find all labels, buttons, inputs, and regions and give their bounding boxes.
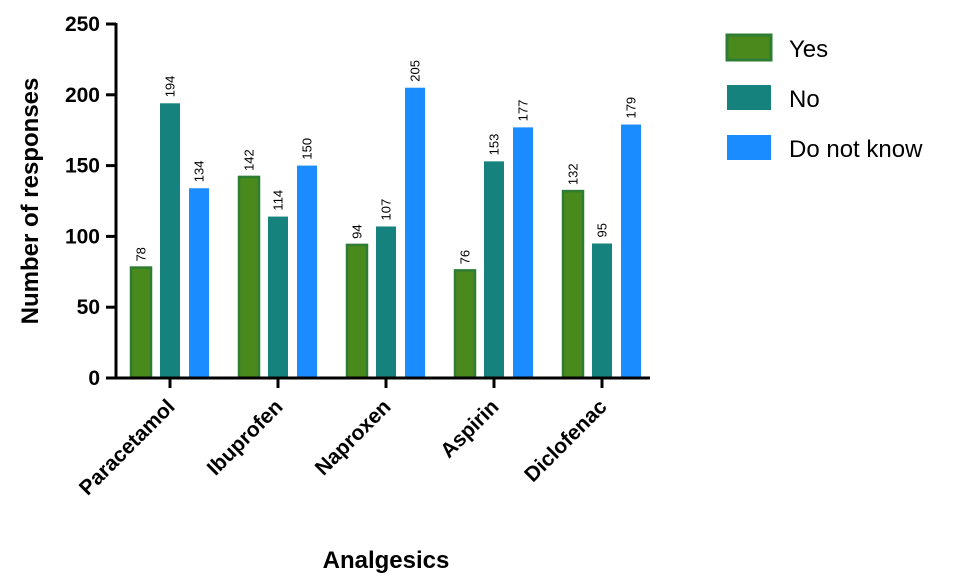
bar-do-not-know [513,127,533,378]
y-tick-label: 0 [88,367,100,390]
data-labels-group: 78 142 94 76 132 194 114 107 153 95 134 150 205 177 17… [134,60,639,264]
x-tick-label: Naproxen [311,395,396,480]
bar-no [484,161,504,378]
data-label: 142 [242,149,257,171]
legend-label: Do not know [789,136,923,163]
data-label: 194 [163,76,178,98]
bar-no [268,216,288,378]
bar-yes [561,189,585,380]
x-tick-label: Diclofenac [520,395,612,487]
bar-no [592,243,612,378]
data-label: 95 [595,223,610,237]
bar-yes [453,269,477,380]
data-label: 179 [624,97,639,119]
x-ticks-group: Paracetamol Ibuprofen Naproxen Aspirin Diclo… [75,378,612,500]
data-label: 114 [271,190,286,211]
y-ticks-group: 0 50 100 150 200 250 [65,13,116,390]
legend-swatch [725,33,773,62]
axes-group [114,23,650,380]
bar-yes [129,266,153,380]
data-label: 177 [516,100,531,122]
bar-do-not-know [297,165,317,378]
bar-do-not-know [621,124,641,378]
data-label: 78 [134,247,149,261]
data-label: 134 [192,161,207,183]
x-tick-label: Paracetamol [75,395,180,500]
y-tick-label: 250 [65,13,100,36]
y-tick-label: 100 [65,225,100,248]
bar-do-not-know [405,87,425,378]
legend-swatch [727,85,771,110]
data-label: 107 [379,199,394,221]
bar-no [160,103,180,379]
bar-yes [345,243,369,380]
y-tick-label: 200 [65,84,100,107]
y-tick-label: 50 [77,296,100,319]
bar-yes [237,175,261,380]
data-label: 153 [487,134,502,156]
legend-label: Yes [789,36,828,63]
data-label: 205 [408,60,423,82]
bar-do-not-know [189,188,209,378]
bars-group [129,87,641,380]
data-label: 76 [458,250,473,264]
data-label: 94 [350,224,365,238]
x-axis-title: Analgesics [323,547,450,574]
bar-no [376,226,396,378]
data-label: 132 [566,163,581,185]
y-axis-title: Number of responses [17,78,44,325]
x-tick-label: Ibuprofen [203,395,288,480]
data-label: 150 [300,138,315,160]
legend: Yes No Do not know [725,33,923,163]
legend-swatch [727,135,771,160]
legend-label: No [789,86,820,113]
y-tick-label: 150 [65,155,100,178]
x-tick-label: Aspirin [436,395,503,462]
